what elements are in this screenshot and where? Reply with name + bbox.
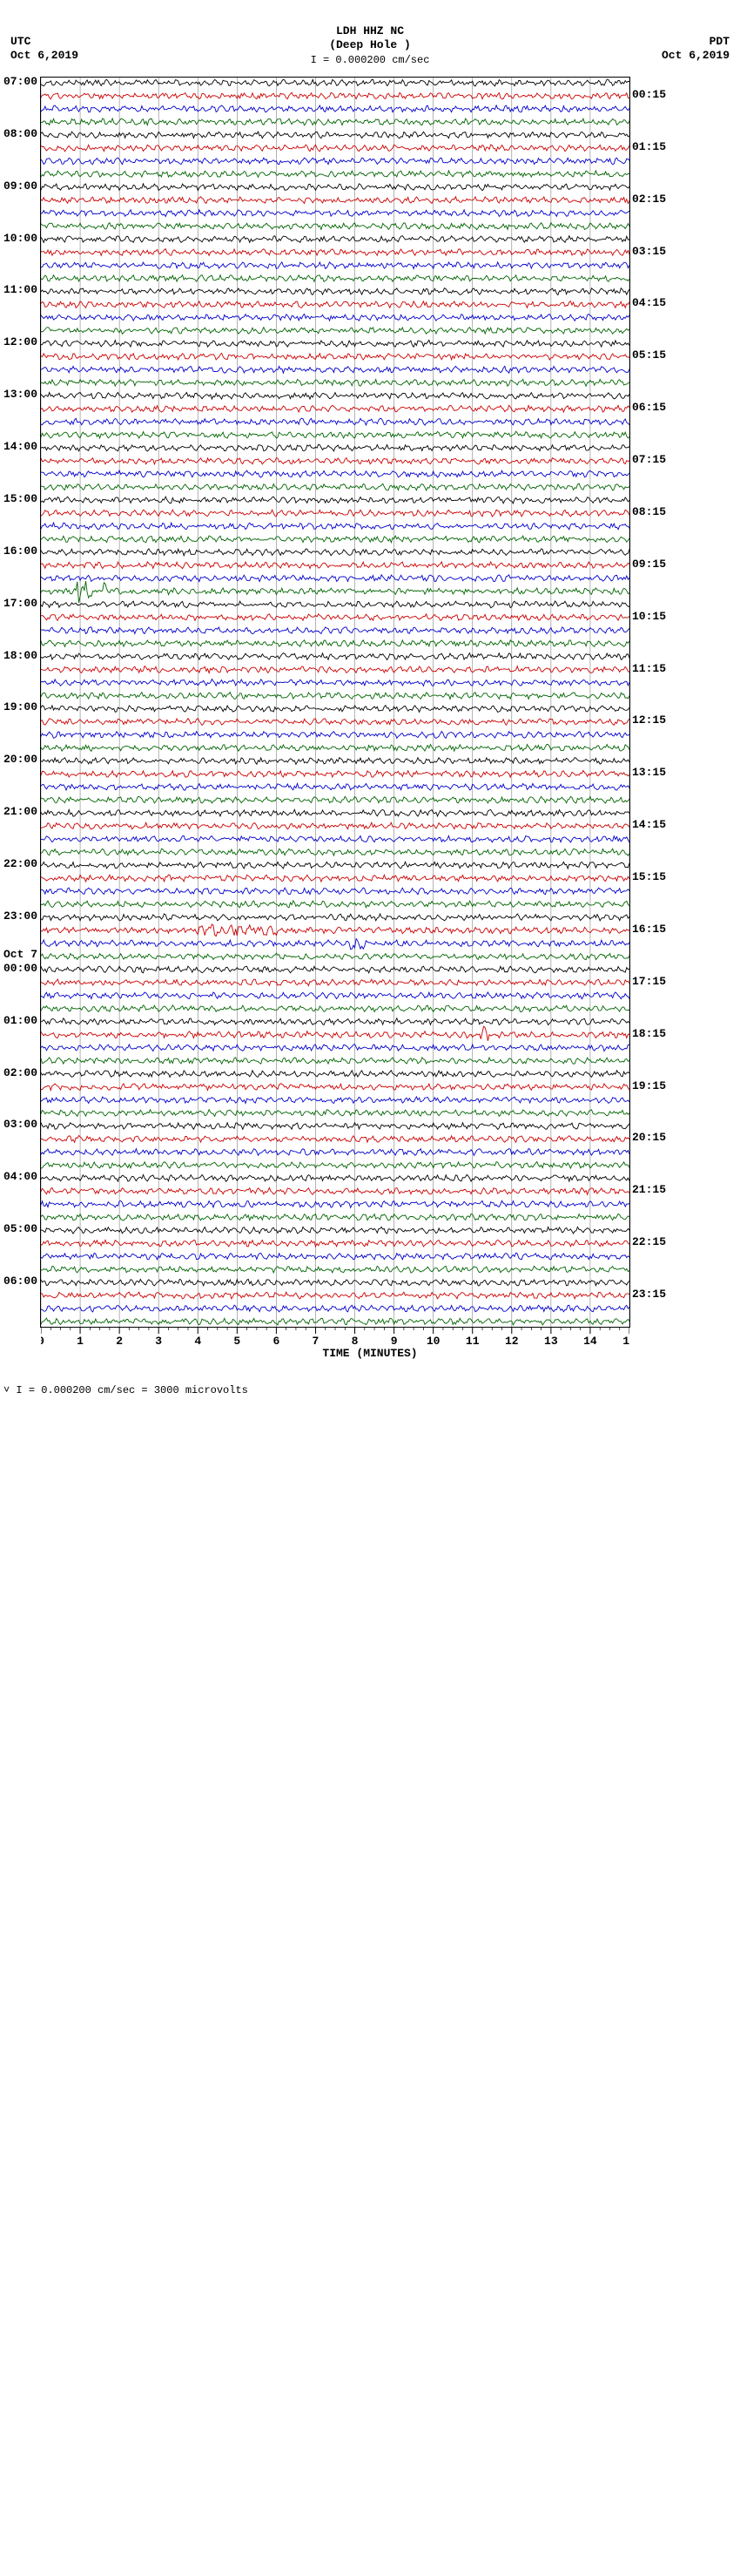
left-time-label: 22:00 [3, 857, 37, 871]
left-time-label: 04:00 [3, 1170, 37, 1184]
svg-text:2: 2 [116, 1335, 123, 1348]
right-time-label: 15:15 [632, 870, 666, 884]
right-time-label: 18:15 [632, 1027, 666, 1041]
right-time-label: 03:15 [632, 245, 666, 259]
left-time-label: 19:00 [3, 700, 37, 714]
left-time-label: 07:00 [3, 75, 37, 89]
right-time-label: 00:15 [632, 88, 666, 102]
svg-text:13: 13 [544, 1335, 558, 1348]
right-time-label: 17:15 [632, 975, 666, 989]
left-time-label: 10:00 [3, 232, 37, 246]
left-time-label: 05:00 [3, 1222, 37, 1236]
left-time-label: 00:00 [3, 962, 37, 976]
svg-text:15: 15 [622, 1335, 629, 1348]
right-time-label: 02:15 [632, 193, 666, 206]
svg-text:8: 8 [352, 1335, 359, 1348]
right-time-label: 20:15 [632, 1131, 666, 1145]
svg-text:14: 14 [583, 1335, 597, 1348]
seismogram-plot: 0123456789101112131415 [40, 77, 630, 1328]
x-axis-title: TIME (MINUTES) [0, 1347, 740, 1360]
svg-text:3: 3 [155, 1335, 162, 1348]
left-time-label: 12:00 [3, 335, 37, 349]
right-time-label: 23:15 [632, 1288, 666, 1302]
date-left: Oct 6,2019 [10, 49, 78, 62]
right-time-label: 04:15 [632, 296, 666, 310]
left-time-label: 17:00 [3, 597, 37, 611]
left-time-label: 23:00 [3, 909, 37, 923]
left-time-label: 21:00 [3, 805, 37, 819]
svg-text:0: 0 [41, 1335, 44, 1348]
svg-text:9: 9 [391, 1335, 398, 1348]
timezone-left: UTC [10, 35, 30, 48]
right-time-label: 22:15 [632, 1235, 666, 1249]
station-title: LDH HHZ NC [0, 24, 740, 37]
left-time-label: 09:00 [3, 179, 37, 193]
scale-bar-label: = 0.000200 cm/sec [323, 54, 429, 66]
right-time-label: 01:15 [632, 140, 666, 154]
left-time-label: 14:00 [3, 440, 37, 454]
left-time-label: 20:00 [3, 753, 37, 767]
svg-text:12: 12 [505, 1335, 519, 1348]
right-time-label: 09:15 [632, 558, 666, 571]
left-time-label: 15:00 [3, 492, 37, 506]
timezone-right: PDT [710, 35, 730, 48]
right-time-label: 12:15 [632, 713, 666, 727]
left-time-label: 03:00 [3, 1118, 37, 1132]
right-time-label: 08:15 [632, 505, 666, 519]
left-time-label: 13:00 [3, 388, 37, 402]
svg-text:7: 7 [313, 1335, 320, 1348]
right-time-label: 21:15 [632, 1183, 666, 1197]
scale-indicator: I = 0.000200 cm/sec [0, 54, 740, 66]
right-time-label: 13:15 [632, 766, 666, 780]
seismogram-container: LDH HHZ NC (Deep Hole ) I = 0.000200 cm/… [0, 0, 740, 1405]
left-time-label: 02:00 [3, 1066, 37, 1080]
svg-text:5: 5 [233, 1335, 240, 1348]
date-right: Oct 6,2019 [662, 49, 730, 62]
footer-text: = 0.000200 cm/sec = 3000 microvolts [29, 1384, 248, 1396]
left-time-label: 11:00 [3, 283, 37, 297]
left-time-label: 06:00 [3, 1274, 37, 1288]
footer-bar-glyph: I [16, 1384, 22, 1396]
svg-text:11: 11 [466, 1335, 480, 1348]
left-time-label: 08:00 [3, 127, 37, 141]
right-time-label: 06:15 [632, 401, 666, 415]
left-time-label: 16:00 [3, 544, 37, 558]
footer-scale: ˅ I = 0.000200 cm/sec = 3000 microvolts [3, 1384, 248, 1396]
svg-text:10: 10 [427, 1335, 441, 1348]
left-time-label: 01:00 [3, 1014, 37, 1028]
location-subtitle: (Deep Hole ) [0, 38, 740, 51]
right-time-label: 14:15 [632, 818, 666, 832]
svg-text:6: 6 [272, 1335, 279, 1348]
svg-text:4: 4 [194, 1335, 201, 1348]
right-time-label: 11:15 [632, 662, 666, 676]
scale-bar-glyph: I [311, 54, 317, 66]
footer-tick-icon: ˅ [3, 1384, 10, 1396]
mid-date-left: Oct 7 [3, 948, 37, 961]
right-time-label: 05:15 [632, 348, 666, 362]
svg-text:1: 1 [77, 1335, 84, 1348]
right-time-label: 19:15 [632, 1079, 666, 1093]
right-time-label: 16:15 [632, 923, 666, 936]
right-time-label: 10:15 [632, 610, 666, 624]
left-time-label: 18:00 [3, 649, 37, 663]
right-time-label: 07:15 [632, 453, 666, 467]
